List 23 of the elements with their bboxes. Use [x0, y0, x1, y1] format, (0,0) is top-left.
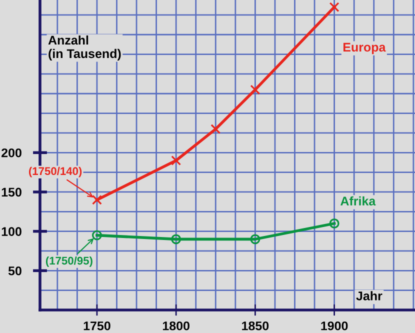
x-tick-label: 1800: [162, 321, 190, 330]
x-tick-label: 1850: [242, 321, 269, 330]
y-tick-label: 50: [8, 266, 22, 276]
point: [210, 124, 221, 134]
x-axis-title: Jahr: [356, 291, 382, 300]
point: [92, 230, 102, 240]
point: [171, 234, 182, 244]
y-tick-label: 100: [2, 227, 22, 236]
point: [250, 84, 260, 95]
point: [329, 218, 340, 228]
point: [92, 194, 102, 205]
y-tick-label: 150: [2, 188, 22, 197]
text: Europa: [343, 42, 386, 54]
point: [171, 156, 182, 166]
x-tick-label: 1900: [321, 321, 348, 330]
y-axis-title: Anzahl (in Tausend): [48, 35, 121, 61]
x-tick-label: 1750: [84, 321, 110, 330]
series-label: Afrika: [340, 196, 376, 206]
y-tick-label: 200: [2, 148, 22, 158]
annotation: (1750/140): [28, 166, 82, 178]
point: [250, 234, 260, 244]
annotation: (1750/95): [46, 256, 92, 267]
point: [329, 2, 340, 12]
